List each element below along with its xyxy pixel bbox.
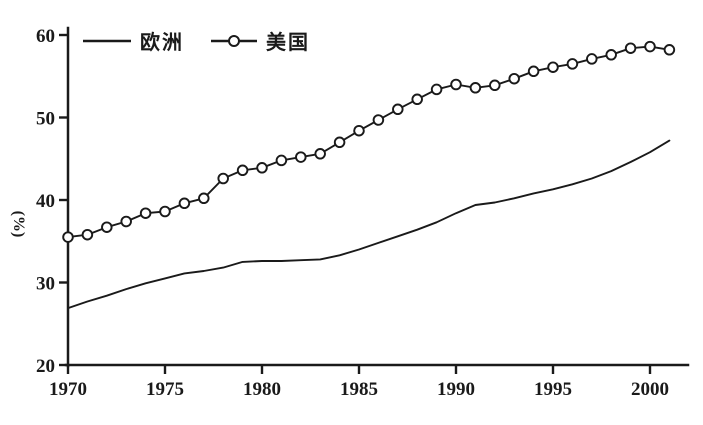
data-point-marker: [527, 65, 540, 78]
data-point-marker: [411, 93, 423, 106]
data-point-marker: [566, 58, 579, 70]
svg-text:60: 60: [36, 26, 55, 47]
legend-label-europe: 欧洲: [140, 30, 184, 54]
data-point-marker: [508, 72, 520, 85]
data-point-marker: [275, 154, 288, 167]
svg-text:2000: 2000: [631, 379, 669, 400]
data-point-marker: [333, 136, 346, 149]
svg-text:1980: 1980: [243, 379, 281, 400]
data-point-marker: [159, 205, 171, 218]
axes: [64, 26, 690, 368]
y-tick-labels: 20 30 40 50 60: [36, 26, 55, 377]
x-tick-labels: 1970 1975 1980 1985 1990 1995 2000: [49, 379, 669, 400]
data-point-marker: [372, 114, 385, 126]
tick-marks: [59, 33, 652, 374]
svg-text:1990: 1990: [437, 379, 475, 400]
legend-item-usa: 美国: [210, 26, 310, 55]
data-point-marker: [217, 172, 229, 185]
svg-text:1975: 1975: [146, 379, 184, 400]
legend-label-usa: 美国: [266, 30, 310, 54]
data-point-marker: [644, 40, 656, 53]
data-point-marker: [81, 228, 94, 241]
data-point-marker: [101, 221, 113, 233]
data-point-marker: [605, 49, 617, 61]
svg-text:30: 30: [36, 274, 55, 295]
data-point-marker: [624, 42, 637, 54]
data-point-marker: [295, 151, 307, 163]
svg-text:40: 40: [36, 191, 55, 212]
data-point-marker: [178, 197, 191, 210]
data-point-marker: [450, 78, 462, 91]
svg-text:20: 20: [36, 356, 55, 377]
data-point-marker: [120, 215, 132, 228]
data-point-marker: [469, 82, 482, 94]
data-point-marker: [139, 207, 152, 219]
data-point-marker: [353, 124, 365, 137]
series-usa: [62, 40, 676, 243]
data-point-marker: [586, 53, 598, 65]
legend: 欧洲 美国: [82, 26, 310, 55]
usa-line-marker-swatch: [211, 34, 257, 47]
data-point-marker: [198, 192, 210, 205]
svg-text:1970: 1970: [49, 379, 87, 400]
svg-text:1985: 1985: [340, 379, 378, 400]
data-point-marker: [430, 83, 443, 96]
svg-text:1995: 1995: [534, 379, 572, 400]
data-point-marker: [547, 61, 559, 73]
svg-text:50: 50: [36, 109, 55, 130]
data-point-marker: [236, 164, 249, 177]
y-axis-label: (%): [10, 210, 27, 238]
data-point-marker: [392, 103, 404, 116]
data-point-marker: [314, 148, 326, 160]
data-point-marker: [62, 231, 74, 243]
series-europe: [67, 139, 671, 310]
legend-item-europe: 欧洲: [82, 26, 184, 55]
data-point-marker: [663, 44, 676, 56]
data-point-marker: [489, 79, 501, 92]
data-point-marker: [256, 162, 268, 174]
europe-line-swatch: [83, 39, 131, 42]
